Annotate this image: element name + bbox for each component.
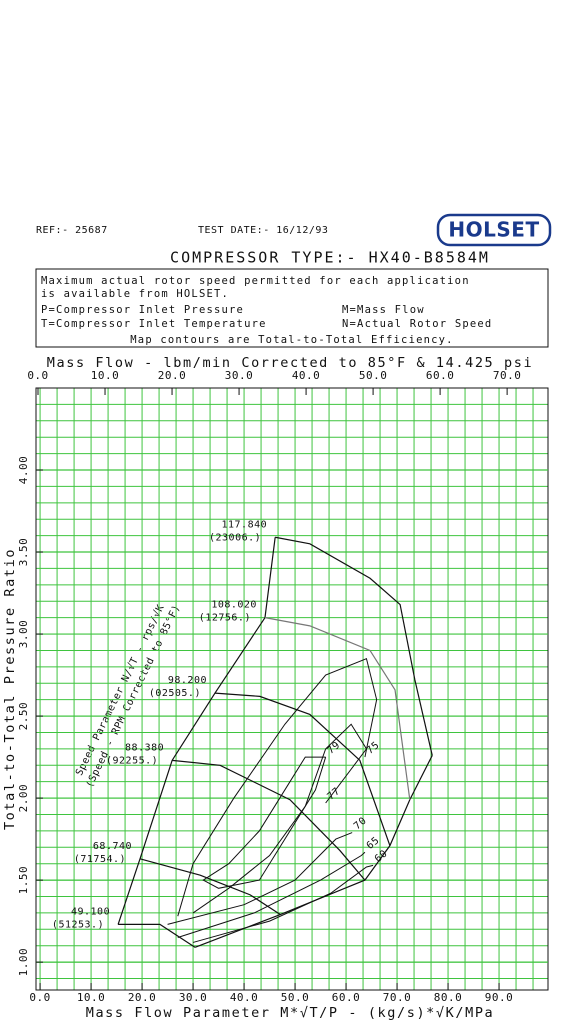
x2-tick-label: 50.0 (359, 369, 388, 382)
x2-tick-label: 60.0 (426, 369, 455, 382)
y-tick-label: 3.50 (17, 538, 30, 567)
x-tick-label: 50.0 (281, 991, 310, 1004)
y-tick-label: 1.50 (17, 866, 30, 895)
rpm-label: (23006.) (209, 532, 261, 543)
notes-box (35, 268, 549, 348)
x-tick-label: 60.0 (332, 991, 361, 1004)
speed-label: 117.840 (222, 519, 268, 530)
note-line: Maximum actual rotor speed permitted for… (41, 275, 470, 287)
logo-frame (436, 213, 552, 247)
y-tick-label: 2.50 (17, 702, 30, 731)
note-def: N=Actual Rotor Speed (342, 318, 492, 330)
x-tick-label: 0.0 (29, 991, 50, 1004)
speed-label: 88.380 (125, 742, 164, 753)
speed-line (139, 858, 281, 916)
efficiency-contour (177, 851, 366, 938)
x-tick-label: 40.0 (230, 991, 259, 1004)
speed-line (214, 692, 391, 846)
contour-label: 70 (352, 815, 369, 832)
rpm-label: (92255.) (106, 755, 158, 766)
rpm-label: (71754.) (74, 854, 126, 865)
x-tick-label: 80.0 (434, 991, 463, 1004)
x2-axis-label: Mass Flow - lbm/min Corrected to 85°F & … (47, 355, 533, 371)
speed-line (264, 617, 411, 800)
efficiency-contour (192, 864, 374, 943)
y-tick-label: 2.00 (17, 784, 30, 813)
efficiency-contour (202, 756, 327, 889)
note-def: T=Compressor Inlet Temperature (41, 318, 267, 330)
y-tick-label: 3.00 (17, 620, 30, 649)
x-tick-label: 70.0 (383, 991, 412, 1004)
efficiency-contour (177, 657, 378, 917)
x-tick-label: 90.0 (485, 991, 514, 1004)
speed-line (275, 536, 433, 756)
speed-line (172, 759, 366, 881)
note-def: M=Mass Flow (342, 304, 425, 316)
note-line: is available from HOLSET. (41, 288, 229, 300)
x2-tick-label: 20.0 (158, 369, 187, 382)
x2-tick-label: 10.0 (91, 369, 120, 382)
ref: REF:- 25687 (36, 225, 108, 236)
note-footer: Map contours are Total-to-Total Efficien… (130, 334, 453, 346)
speed-label: 68.740 (93, 841, 132, 852)
contour-label: 75 (365, 740, 382, 757)
y-axis-label: Total-to-Total Pressure Ratio (2, 548, 18, 830)
y-tick-label: 4.00 (17, 456, 30, 485)
plot-frame (35, 387, 549, 991)
x-tick-label: 10.0 (77, 991, 106, 1004)
x2-tick-label: 40.0 (292, 369, 321, 382)
choke-line (194, 755, 433, 948)
logo: HOLSET (448, 218, 539, 242)
speed-label: 98.200 (168, 675, 207, 686)
contour-label: 60 (373, 848, 390, 865)
efficiency-contour (192, 723, 368, 914)
surge-line (117, 537, 276, 925)
test-date: TEST DATE:- 16/12/93 (198, 225, 328, 236)
compressor-type: COMPRESSOR TYPE:- HX40-B8584M (170, 249, 490, 267)
x2-tick-label: 0.0 (27, 369, 48, 382)
note-def: P=Compressor Inlet Pressure (41, 304, 244, 316)
x-axis-label: Mass Flow Parameter M*√T/P - (kg/s)*√K/M… (86, 1005, 495, 1021)
x-tick-label: 20.0 (128, 991, 157, 1004)
x2-tick-label: 30.0 (225, 369, 254, 382)
speed-line (118, 923, 196, 948)
speed-label: 49.100 (71, 906, 110, 917)
contour-label: 65 (365, 835, 382, 852)
rpm-label: (51253.) (52, 919, 104, 930)
y-tick-label: 1.00 (17, 948, 30, 977)
speed-label: 108.020 (211, 600, 257, 611)
efficiency-contour (167, 832, 353, 925)
x2-tick-label: 70.0 (493, 369, 522, 382)
x-tick-label: 30.0 (179, 991, 208, 1004)
rpm-label: (02505.) (149, 688, 201, 699)
rpm-label: (12756.) (199, 613, 251, 624)
